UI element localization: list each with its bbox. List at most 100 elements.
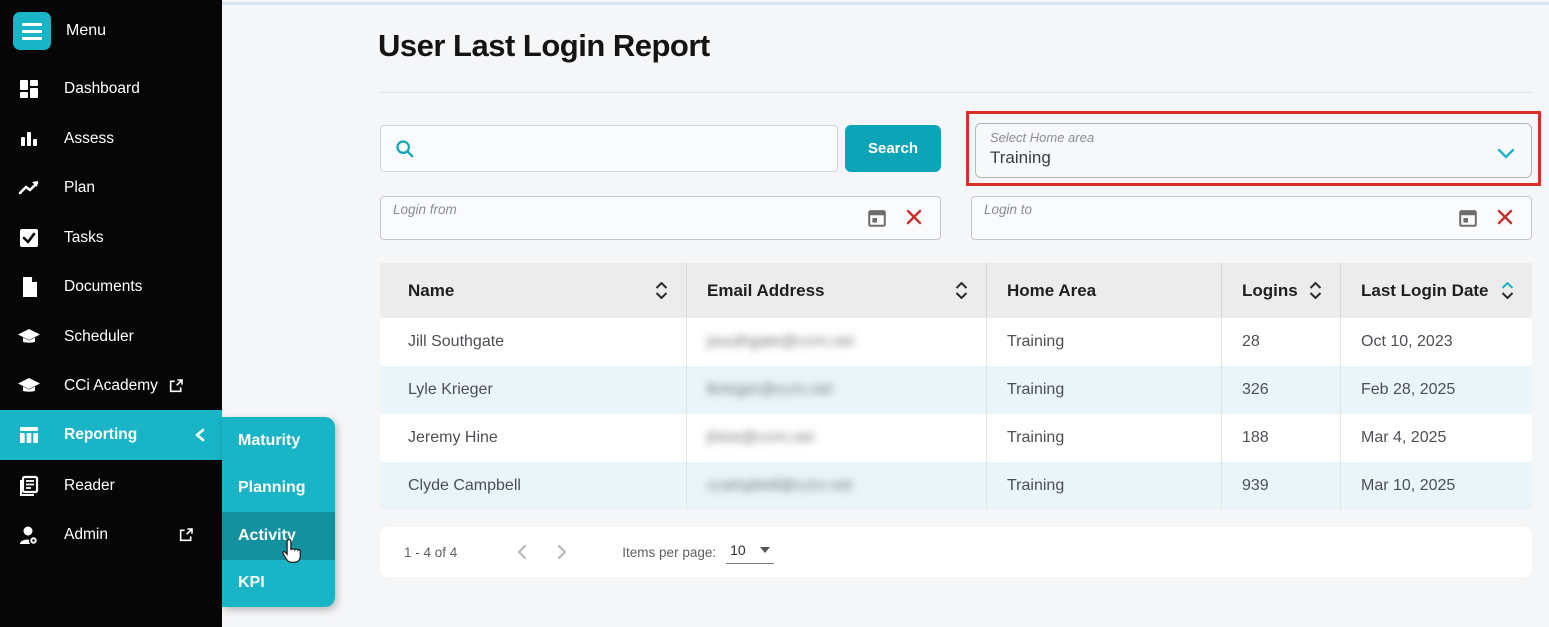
- cell-last-login: Feb 28, 2025: [1361, 381, 1456, 398]
- clear-date-x-icon[interactable]: [904, 207, 924, 232]
- pagination-bar: 1 - 4 of 4 Items per page: 10: [380, 527, 1532, 577]
- cell-name: Jill Southgate: [380, 318, 687, 366]
- submenu-item-activity[interactable]: Activity: [222, 512, 335, 560]
- sidebar-item-reporting[interactable]: Reporting: [0, 410, 222, 460]
- cell-home-area: Training: [987, 462, 1222, 510]
- chevron-down-icon: [1497, 146, 1515, 164]
- graduation-cap-icon: [17, 325, 41, 349]
- caret-down-icon: [759, 547, 770, 553]
- login-from-field[interactable]: Login from: [380, 196, 941, 240]
- column-header-name[interactable]: Name: [380, 263, 687, 318]
- table-row[interactable]: Lyle Krieger lkrieger@ccrn.net Training …: [380, 366, 1532, 414]
- sort-arrows-icon-active-asc: [1501, 282, 1514, 299]
- checkbox-icon: [17, 226, 41, 250]
- sidebar-item-plan[interactable]: Plan: [0, 163, 222, 213]
- reporting-submenu: Maturity Planning Activity KPI: [222, 417, 335, 607]
- submenu-item-planning[interactable]: Planning: [238, 479, 306, 497]
- sidebar: Menu Dashboard Assess Plan Tasks Do: [0, 0, 222, 627]
- menu-label: Menu: [66, 22, 107, 39]
- search-input[interactable]: [426, 126, 837, 171]
- sidebar-item-documents[interactable]: Documents: [0, 262, 222, 312]
- external-link-icon: [178, 527, 194, 543]
- search-button[interactable]: Search: [845, 125, 941, 172]
- hamburger-icon: [22, 22, 42, 26]
- sidebar-item-tasks[interactable]: Tasks: [0, 213, 222, 263]
- sidebar-item-label: Tasks: [64, 229, 104, 246]
- cell-name: Jeremy Hine: [380, 414, 687, 462]
- cell-last-login: Mar 10, 2025: [1361, 477, 1456, 494]
- sidebar-item-reader[interactable]: Reader: [0, 461, 222, 511]
- cell-home-area: Training: [987, 414, 1222, 462]
- search-icon: [394, 138, 416, 160]
- clear-date-x-icon[interactable]: [1495, 207, 1515, 232]
- sort-arrows-icon: [655, 282, 668, 299]
- bar-chart-icon: [17, 127, 41, 151]
- cell-logins: 188: [1222, 414, 1341, 462]
- page-title: User Last Login Report: [378, 28, 710, 63]
- cell-email-redacted: ccampbell@ccrn.net: [687, 462, 987, 510]
- table-row[interactable]: Clyde Campbell ccampbell@ccrn.net Traini…: [380, 462, 1532, 510]
- column-header-home-area[interactable]: Home Area: [987, 263, 1222, 318]
- home-area-select[interactable]: Select Home area Training: [975, 123, 1532, 178]
- table-header-row: Name Email Address Home Area Logins: [380, 263, 1532, 318]
- sidebar-item-label: Documents: [64, 278, 143, 295]
- submenu-item-kpi[interactable]: KPI: [238, 574, 265, 592]
- cell-logins: 939: [1222, 462, 1341, 510]
- cell-logins: 326: [1222, 366, 1341, 414]
- user-login-table: Name Email Address Home Area Logins: [380, 263, 1532, 510]
- column-header-email[interactable]: Email Address: [687, 263, 987, 318]
- title-divider: [380, 92, 1532, 93]
- login-from-label: Login from: [393, 202, 457, 217]
- sort-arrows-icon: [955, 282, 968, 299]
- table-row[interactable]: Jill Southgate jsouthgate@ccrn.net Train…: [380, 318, 1532, 366]
- table-row[interactable]: Jeremy Hine jhine@ccrn.net Training 188 …: [380, 414, 1532, 462]
- calendar-icon[interactable]: [866, 207, 888, 234]
- submenu-item-maturity[interactable]: Maturity: [238, 431, 301, 449]
- sidebar-item-scheduler[interactable]: Scheduler: [0, 312, 222, 362]
- sidebar-item-label: CCi Academy: [64, 377, 158, 394]
- calendar-icon[interactable]: [1457, 207, 1479, 234]
- document-icon: [17, 275, 41, 299]
- chevron-left-icon: [194, 428, 206, 442]
- column-header-last-login-date[interactable]: Last Login Date: [1341, 263, 1532, 318]
- admin-user-icon: [17, 523, 41, 547]
- cell-name: Lyle Krieger: [380, 366, 687, 414]
- sort-arrows-icon: [1309, 282, 1322, 299]
- sidebar-item-label: Dashboard: [64, 80, 140, 97]
- sidebar-item-admin[interactable]: Admin: [0, 510, 222, 560]
- sidebar-item-dashboard[interactable]: Dashboard: [0, 64, 222, 114]
- sidebar-item-label: Reader: [64, 477, 115, 494]
- sidebar-item-label: Admin: [64, 526, 108, 543]
- cell-logins: 28: [1222, 318, 1341, 366]
- columns-table-icon: [17, 423, 41, 447]
- home-area-select-label: Select Home area: [990, 130, 1095, 145]
- pagination-range: 1 - 4 of 4: [404, 544, 458, 560]
- next-page-button[interactable]: [542, 544, 582, 560]
- cell-email-redacted: jsouthgate@ccrn.net: [687, 318, 987, 366]
- graduation-cap-icon: [17, 374, 41, 398]
- external-link-icon: [168, 378, 184, 394]
- trending-up-icon: [17, 176, 41, 200]
- dashboard-grid-icon: [17, 77, 41, 101]
- cell-email-redacted: lkrieger@ccrn.net: [687, 366, 987, 414]
- items-per-page-select[interactable]: 10: [726, 540, 774, 564]
- cell-name: Clyde Campbell: [380, 462, 687, 510]
- home-area-select-value: Training: [990, 148, 1051, 167]
- sidebar-item-assess[interactable]: Assess: [0, 114, 222, 164]
- hamburger-menu-button[interactable]: [13, 12, 51, 50]
- sidebar-menu-row: Menu: [0, 0, 222, 62]
- cell-home-area: Training: [987, 366, 1222, 414]
- column-header-logins[interactable]: Logins: [1222, 263, 1341, 318]
- sidebar-item-label: Scheduler: [64, 328, 134, 345]
- cell-home-area: Training: [987, 318, 1222, 366]
- cell-email-redacted: jhine@ccrn.net: [687, 414, 987, 462]
- top-strip: [222, 2, 1549, 5]
- sidebar-item-cci-academy[interactable]: CCi Academy: [0, 361, 222, 411]
- cell-last-login: Mar 4, 2025: [1361, 429, 1447, 446]
- reader-book-icon: [17, 474, 41, 498]
- sidebar-item-label: Assess: [64, 130, 114, 147]
- previous-page-button[interactable]: [502, 544, 542, 560]
- search-field: [380, 125, 838, 172]
- login-to-field[interactable]: Login to: [971, 196, 1532, 240]
